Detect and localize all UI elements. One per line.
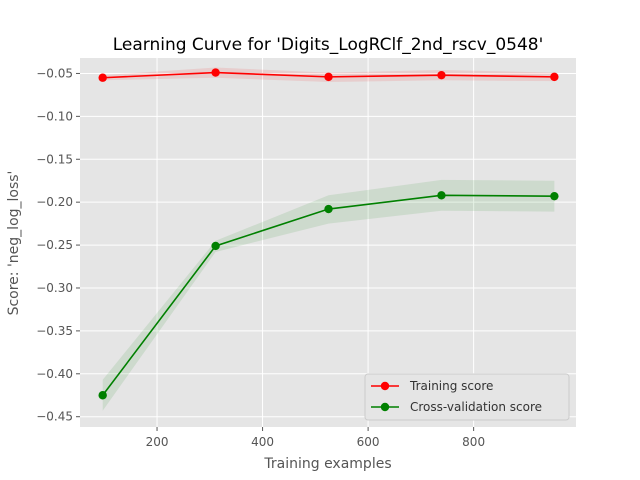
y-axis-ticks: −0.05 −0.10 −0.15 −0.20 −0.25 −0.30 −0.35 −0.40… — [36, 66, 80, 424]
x-axis-label: Training examples — [263, 456, 391, 472]
x-axis-ticks: 200 400 600 800 — [146, 427, 485, 449]
cross-validation-score-legend-label: Cross-validation score — [410, 400, 542, 414]
y-tick-label: −0.20 — [36, 195, 73, 209]
training-score-legend-marker — [380, 381, 390, 391]
cross-validation-score-band — [102, 179, 555, 411]
y-tick-label: −0.45 — [36, 410, 73, 424]
cross-validation-score-point — [550, 191, 559, 201]
x-tick-label: 200 — [146, 435, 169, 449]
training-score-legend-label: Training score — [409, 379, 493, 393]
plot-area-background — [80, 58, 576, 427]
legend: Training score Cross-validation score — [364, 373, 570, 421]
chart-title: Learning Curve for 'Digits_LogRClf_2nd_r… — [113, 35, 544, 55]
x-tick-label: 600 — [357, 435, 380, 449]
cross-validation-score-point — [437, 191, 446, 200]
y-tick-label: −0.05 — [36, 66, 73, 80]
training-score-point — [437, 70, 446, 80]
training-score-point — [98, 73, 107, 82]
y-tick-label: −0.30 — [36, 281, 73, 295]
y-tick-label: −0.40 — [36, 367, 73, 381]
y-tick-label: −0.25 — [36, 238, 73, 252]
legend-box — [364, 373, 570, 421]
training-score-point — [324, 72, 333, 82]
y-tick-label: −0.35 — [36, 324, 73, 338]
cross-validation-score-point — [211, 241, 220, 251]
y-tick-label: −0.15 — [36, 152, 73, 166]
x-tick-label: 800 — [462, 435, 485, 449]
training-score-point — [211, 68, 220, 77]
legend-entries: Training score Cross-validation score — [371, 379, 542, 414]
cross-validation-score-point — [324, 204, 333, 214]
y-axis-label: Score: 'neg_log_loss' — [6, 171, 22, 316]
cross-validation-score-legend-marker — [380, 402, 390, 412]
training-score-point — [550, 72, 559, 82]
y-tick-label: −0.10 — [36, 109, 73, 123]
series-markers — [98, 68, 559, 400]
x-tick-label: 400 — [251, 435, 274, 449]
cross-validation-score-point — [98, 391, 107, 400]
